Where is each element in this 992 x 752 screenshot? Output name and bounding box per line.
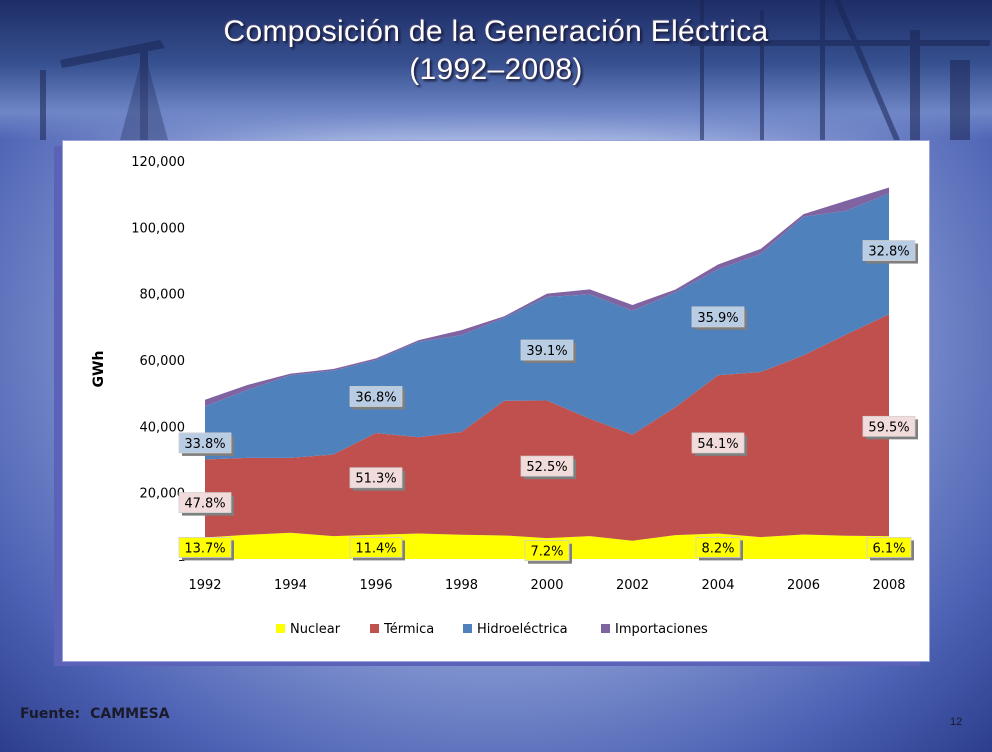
y-tick-label: – xyxy=(179,553,186,568)
x-tick-label: 2000 xyxy=(530,578,563,593)
data-label-box xyxy=(862,415,916,437)
legend-item-importaciones: Importaciones xyxy=(601,622,708,637)
slide-title: Composición de la Generación Eléctrica xyxy=(223,15,769,48)
y-tick-label: 120,000 xyxy=(131,155,185,170)
y-axis-label: GWh xyxy=(91,351,107,388)
data-label-box xyxy=(178,492,232,514)
data-label-box xyxy=(520,339,574,361)
data-label: 33.8% xyxy=(178,432,234,456)
data-label-text: 51.3% xyxy=(355,472,396,487)
header-banner xyxy=(0,0,992,140)
x-tick-label: 2008 xyxy=(872,578,905,593)
data-label-box xyxy=(695,536,741,558)
x-tick-label: 1994 xyxy=(274,578,307,593)
data-label: 8.2% xyxy=(695,536,743,561)
data-labels: 13.7% 11.4% 7.2% 8.2% 6.1% 47.8% 51.3% 52.5% 54.… xyxy=(178,240,918,564)
data-label-text: 47.8% xyxy=(184,497,225,512)
data-label-text: 35.9% xyxy=(697,311,738,326)
data-label-text: 36.8% xyxy=(355,390,396,405)
data-label-text: 11.4% xyxy=(355,541,396,556)
data-label-text: 13.7% xyxy=(184,541,225,556)
data-label: 7.2% xyxy=(524,540,572,564)
stacked-area-chart: –20,00040,00060,00080,000100,000120,000 … xyxy=(91,155,918,637)
data-label-box xyxy=(349,467,403,489)
data-label: 52.5% xyxy=(520,455,576,480)
legend-swatch xyxy=(370,624,379,633)
legend-swatch xyxy=(463,624,472,633)
legend-swatch xyxy=(601,624,610,633)
data-label: 13.7% xyxy=(178,536,234,561)
data-label-text: 7.2% xyxy=(530,545,563,560)
chart-panel: –20,000 40,000 60,000 80,000 100,000 120,000 … xyxy=(62,140,930,662)
data-label-text: 59.5% xyxy=(868,420,909,435)
x-tick-label: 2006 xyxy=(787,578,820,593)
data-label-box xyxy=(862,240,916,261)
data-label: 59.5% xyxy=(862,415,918,440)
data-label: 35.9% xyxy=(691,306,747,330)
y-tick-label: 100,000 xyxy=(131,221,185,236)
data-label-text: 8.2% xyxy=(701,541,734,556)
x-tick-label: 2004 xyxy=(701,578,734,593)
data-label-text: 39.1% xyxy=(526,344,567,359)
x-tick-label: 1996 xyxy=(359,578,392,593)
legend-label: Hidroeléctrica xyxy=(477,622,568,637)
data-label: 36.8% xyxy=(349,386,405,410)
x-tick-label: 1992 xyxy=(188,578,221,593)
x-axis: 1992 1994 1996 1998 2000 2002 2004 2006 2008 xyxy=(188,578,905,593)
data-label-text: 32.8% xyxy=(868,245,909,260)
data-label: 51.3% xyxy=(349,467,405,491)
legend-label: Nuclear xyxy=(290,622,341,637)
y-tick-label: 80,000 xyxy=(140,288,186,303)
area-importaciones xyxy=(205,187,889,407)
chart-legend: Nuclear Térmica Hidroeléctrica Importacione… xyxy=(276,622,708,637)
source-label: Fuente: xyxy=(20,706,81,722)
data-label-text: 54.1% xyxy=(697,437,738,452)
data-label: 6.1% xyxy=(866,536,914,561)
data-label: 47.8% xyxy=(178,492,234,516)
legend-label: Térmica xyxy=(383,622,434,637)
data-label: 54.1% xyxy=(691,432,747,456)
data-label: 32.8% xyxy=(862,240,918,264)
legend-item-termica: Térmica xyxy=(370,622,434,637)
y-tick-label: 60,000 xyxy=(140,354,186,369)
data-label-box xyxy=(520,455,574,477)
data-label-box xyxy=(178,432,232,454)
legend-item-nuclear: Nuclear xyxy=(276,622,341,637)
x-tick-label: 1998 xyxy=(445,578,478,593)
oilfield-silhouette-icon xyxy=(40,0,990,140)
source-value: CAMMESA xyxy=(90,706,170,722)
data-label: 11.4% xyxy=(349,536,405,561)
data-label: 39.1% xyxy=(520,339,576,364)
y-tick-label: 20,000 xyxy=(140,487,186,502)
data-label-box xyxy=(866,536,912,558)
data-label-text: 6.1% xyxy=(872,541,905,556)
data-label-box xyxy=(691,432,745,454)
data-label-text: 33.8% xyxy=(184,437,225,452)
slide-subtitle: (1992–2008) xyxy=(409,53,583,86)
y-tick-label: 40,000 xyxy=(140,420,186,435)
legend-label: Importaciones xyxy=(615,622,708,637)
source-note: Fuente: CAMMESA xyxy=(20,706,170,722)
data-label-box xyxy=(691,306,745,328)
chart-areas xyxy=(205,187,889,559)
legend-item-hidroelectrica: Hidroeléctrica xyxy=(463,622,568,637)
data-label-box xyxy=(524,540,570,562)
data-label-box xyxy=(178,536,232,558)
data-label-box xyxy=(349,386,403,407)
data-label-box xyxy=(349,536,403,558)
x-tick-label: 2002 xyxy=(616,578,649,593)
legend-swatch xyxy=(276,624,285,633)
page-number: 12 xyxy=(950,716,963,728)
data-label-text: 52.5% xyxy=(526,460,567,475)
y-axis: – 20,000 40,000 60,000 80,000 100,000 120,000 xyxy=(131,155,185,568)
